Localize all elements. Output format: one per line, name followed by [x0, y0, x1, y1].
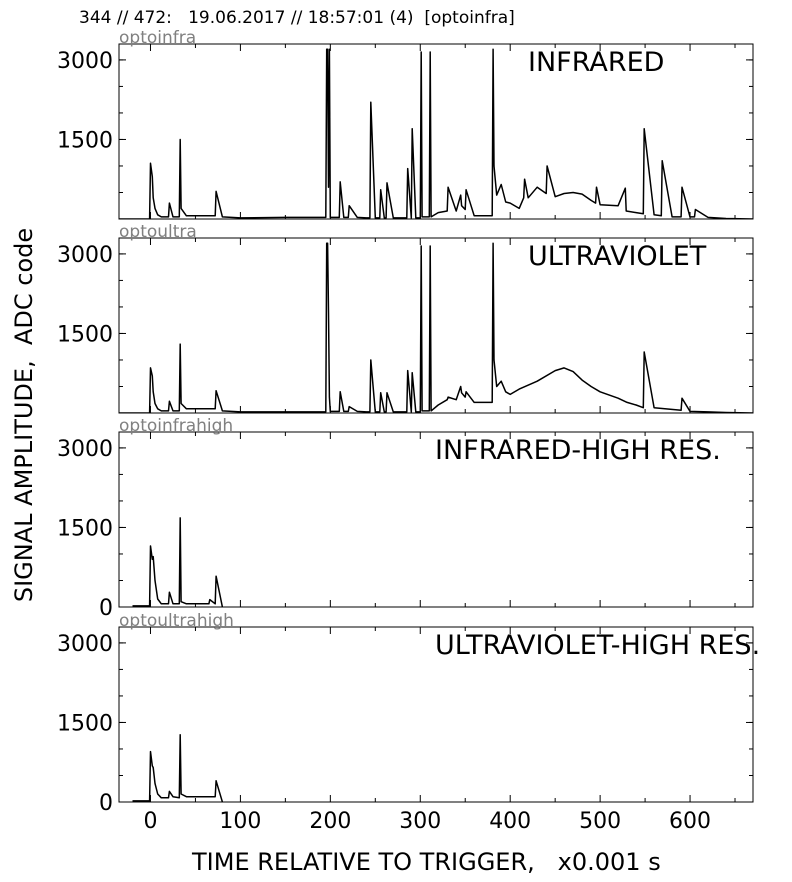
x-axis-label: TIME RELATIVE TO TRIGGER, x0.001 s [192, 848, 661, 876]
channel-label-optoinfra: optoinfra [119, 28, 196, 48]
y-tick-label: 1500 [57, 711, 113, 736]
x-tick-label: 500 [579, 809, 621, 834]
x-tick-label: 600 [669, 809, 711, 834]
channel-label-optoultra: optoultra [119, 222, 197, 242]
y-tick-label: 0 [99, 596, 113, 621]
plot-frame-optoultra [118, 237, 754, 414]
plot-frame-optoultrahigh [118, 626, 754, 803]
x-tick-label: 0 [143, 809, 157, 834]
y-tick-label: 3000 [57, 49, 113, 74]
series-line-optoinfrahigh [132, 517, 224, 607]
y-tick-label: 0 [99, 791, 113, 816]
x-tick-label: 200 [309, 809, 351, 834]
y-tick-label: 1500 [57, 128, 113, 153]
panel-title-optoinfra: INFRARED [528, 47, 664, 78]
panel-title-optoultra: ULTRAVIOLET [528, 241, 707, 272]
x-tick-label: 300 [399, 809, 441, 834]
panel-title-optoultrahigh: ULTRAVIOLET-HIGH RES. [435, 630, 760, 661]
series-line-optoultra [119, 242, 753, 413]
channel-label-optoinfrahigh: optoinfrahigh [119, 416, 233, 436]
channel-label-optoultrahigh: optoultrahigh [119, 611, 234, 631]
plot-frame-optoinfrahigh [118, 431, 754, 608]
x-tick-label: 400 [489, 809, 531, 834]
series-line-optoultrahigh [132, 733, 224, 802]
panel-title-optoinfrahigh: INFRARED-HIGH RES. [435, 435, 721, 466]
x-tick-label: 100 [219, 809, 261, 834]
y-tick-label: 1500 [57, 516, 113, 541]
y-tick-label: 3000 [57, 243, 113, 268]
plot-frame-optoinfra [118, 43, 754, 220]
y-tick-label: 3000 [57, 632, 113, 657]
y-tick-label: 1500 [57, 322, 113, 347]
figure-header: 344 // 472: 19.06.2017 // 18:57:01 (4) [… [79, 8, 515, 28]
series-line-optoinfra [119, 48, 753, 219]
y-tick-label: 3000 [57, 437, 113, 462]
